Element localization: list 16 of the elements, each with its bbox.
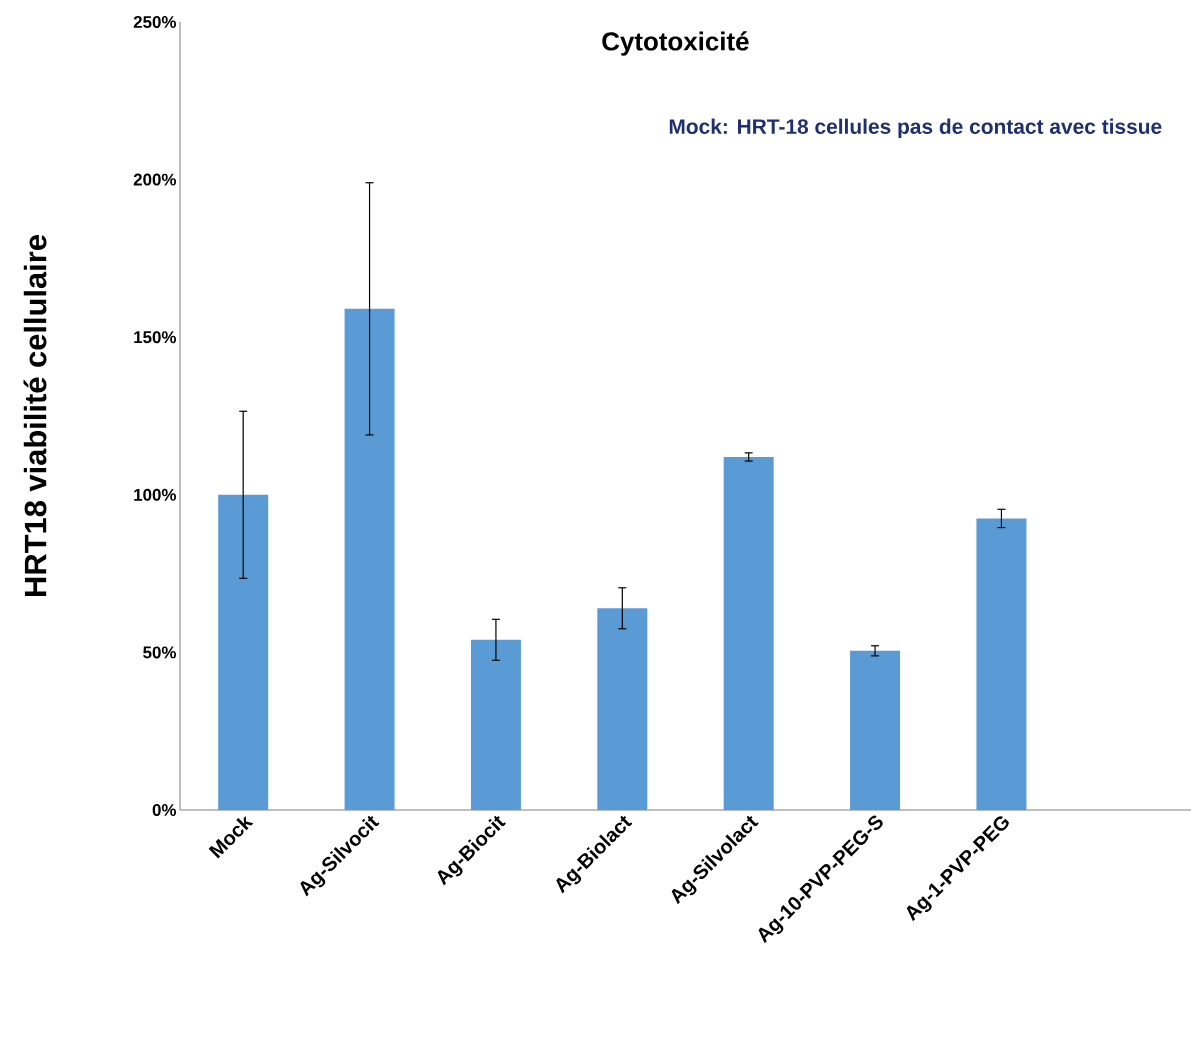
bar <box>723 456 774 810</box>
y-tick-label: 200% <box>133 173 177 186</box>
bar <box>218 494 269 810</box>
bar <box>470 639 521 810</box>
chart-title: Cytotoxicité <box>602 31 749 56</box>
y-tick-label: 150% <box>134 331 177 344</box>
y-tick-label: 250% <box>133 15 177 28</box>
bar <box>976 518 1027 810</box>
y-tick-label: 0% <box>152 804 177 816</box>
bar <box>344 308 395 810</box>
y-axis-title: HRT18 viabilité cellulaire <box>23 235 47 596</box>
y-tick-label: 50% <box>143 646 177 659</box>
annotation: Mock: HRT-18 cellules pas de contact avec tissue <box>669 118 1162 139</box>
y-tick-label: 100% <box>134 488 177 501</box>
bar <box>850 650 901 810</box>
bar <box>597 608 648 810</box>
